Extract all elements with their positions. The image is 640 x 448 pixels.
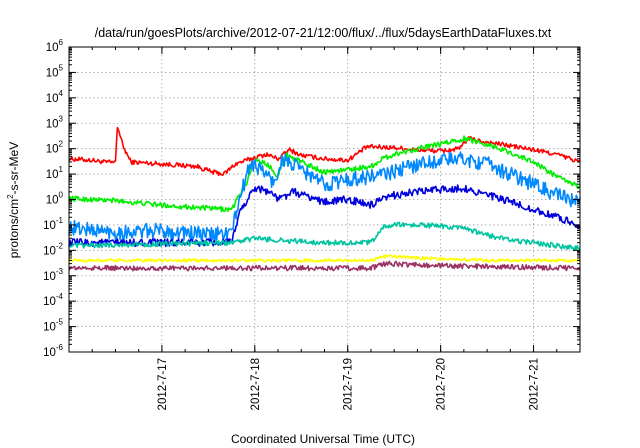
y-tick-label: 10-6: [43, 343, 63, 359]
series-line-3: [68, 151, 581, 242]
chart-title: /data/run/goesPlots/archive/2012-07-21/1…: [95, 26, 552, 40]
y-tick-label: 102: [46, 140, 64, 156]
y-tick-label: 10-3: [43, 267, 63, 283]
series-line-5: [68, 221, 581, 251]
y-tick-label: 103: [46, 114, 64, 130]
x-tick-label: 2012-7-19: [343, 358, 355, 410]
series-line-4: [68, 184, 581, 248]
y-tick-label: 10-2: [43, 241, 63, 257]
y-axis-label: protons/cm2-s-sr-MeV: [6, 142, 21, 258]
series-line-6: [68, 254, 581, 263]
x-tick-label: 2012-7-21: [529, 358, 541, 410]
y-tick-label: 10-5: [43, 318, 63, 334]
y-tick-label: 105: [46, 63, 64, 79]
y-tick-label: 101: [46, 165, 64, 181]
series-layer: [68, 126, 581, 272]
x-tick-label: 2012-7-18: [250, 358, 262, 410]
x-tick-label: 2012-7-17: [157, 358, 169, 410]
x-tick-label: 2012-7-20: [436, 358, 448, 410]
y-tick-label: 104: [46, 89, 64, 105]
x-tick-labels: 2012-7-17 2012-7-18 2012-7-19 2012-7-20 2012…: [157, 358, 541, 410]
y-tick-label: 10-1: [43, 216, 63, 232]
series-line-7: [68, 260, 581, 272]
y-tick-label: 100: [46, 191, 64, 207]
y-tick-labels: 10-6 10-5 10-4 10-3 10-2 10-1 100 101 102 103 104 1…: [43, 38, 63, 359]
y-tick-label: 106: [46, 38, 64, 54]
x-axis-label: Coordinated Universal Time (UTC): [231, 432, 415, 446]
axis-ticks: [68, 46, 581, 353]
series-line-2: [68, 135, 581, 213]
y-tick-label: 10-4: [43, 292, 63, 308]
